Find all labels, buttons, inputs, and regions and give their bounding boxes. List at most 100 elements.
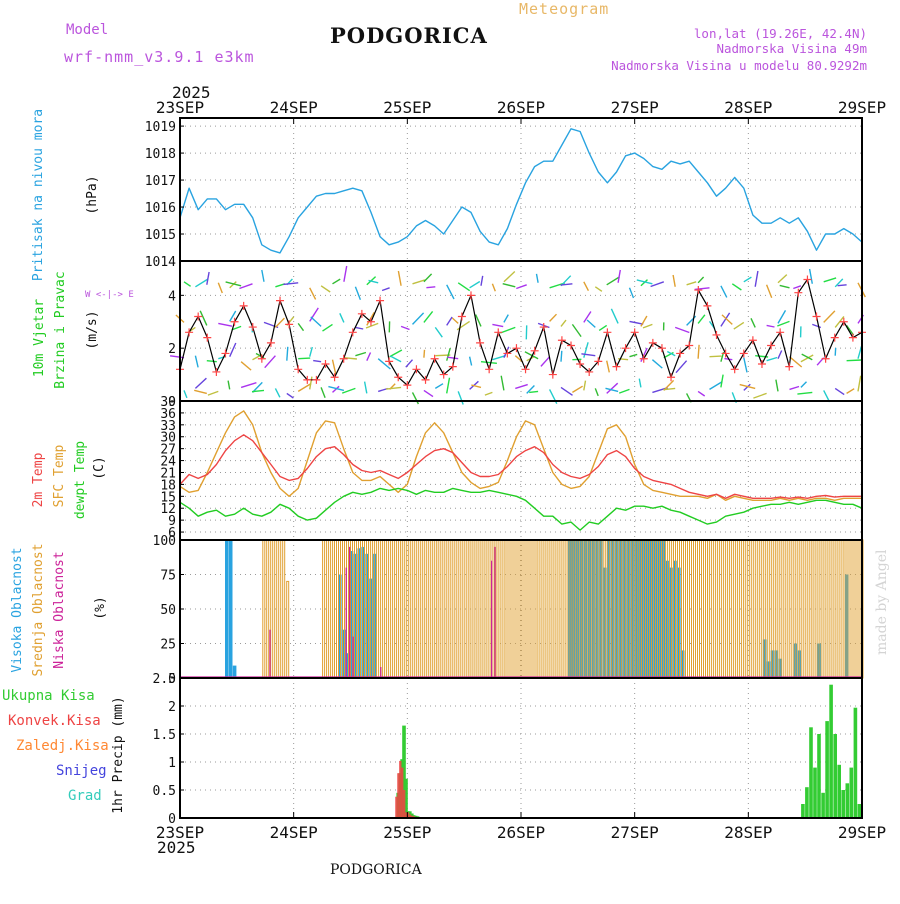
mid-cloud-bar-149 — [773, 540, 775, 678]
wind-arrow-129 — [287, 347, 288, 361]
wind-arrow-101 — [643, 324, 652, 328]
mid-cloud-bar-141 — [741, 540, 743, 678]
mid-cloud-bar-145 — [757, 540, 759, 678]
wind-gust-marker-34 — [485, 365, 493, 373]
pressure-ylabel-2: 1016 — [145, 201, 176, 216]
x-label-bottom-6: 29SEP — [838, 823, 886, 842]
mid-cloud-bar-169 — [853, 540, 855, 678]
wind-arrow-141 — [424, 350, 425, 358]
mid-cloud-bar-61 — [422, 540, 424, 678]
mid-cloud-bar-68 — [450, 540, 452, 678]
wind-gust-marker-42 — [558, 336, 566, 344]
wind-compass: W <-|-> E — [85, 290, 134, 300]
wind-arrow-128 — [265, 356, 276, 368]
clouds-ylabel-4: 100 — [153, 534, 176, 549]
wind-arrow-19 — [398, 271, 401, 286]
wind-arrow-196 — [365, 382, 367, 394]
location-label: lon,lat (19.26E, 42.4N) — [694, 26, 867, 41]
wind-gust-marker-10 — [267, 339, 275, 347]
precip-total-bar-13 — [809, 727, 813, 818]
mid-cloud-bar-75 — [478, 540, 480, 678]
pressure-ylabel-3: 1017 — [145, 174, 176, 189]
wind-arrow-87 — [492, 324, 503, 326]
wind-arrow-56 — [824, 278, 836, 282]
wind-arrow-48 — [732, 284, 741, 290]
wind-arrow-115 — [812, 324, 821, 327]
wind-arrow-157 — [607, 361, 610, 373]
precip-ylabel-2: 1 — [168, 756, 176, 771]
wind-gust-marker-49 — [622, 344, 630, 352]
mid-cloud-bar-139 — [733, 540, 735, 678]
mid-cloud-bar-140 — [737, 540, 739, 678]
wind-arrow-130 — [298, 358, 310, 359]
mid-cloud-bar-132 — [706, 540, 708, 678]
wind-arrow-214 — [572, 386, 582, 392]
wind-arrow-171 — [767, 358, 778, 361]
wind-arrow-227 — [721, 375, 723, 388]
legend-hail: Grad — [68, 788, 102, 804]
wind-gust-marker-58 — [703, 302, 711, 310]
meteogram-label: Meteogram — [519, 0, 609, 18]
wind-arrow-237 — [835, 388, 844, 394]
wind-arrow-122 — [207, 361, 217, 362]
wind-arrow-124 — [230, 343, 236, 357]
mid-cloud-bar-156 — [801, 540, 803, 678]
mid-cloud-bar-52 — [386, 540, 388, 678]
wind-arrow-109 — [734, 322, 744, 329]
wind-arrow-200 — [413, 392, 419, 404]
wind-arrow-35 — [584, 282, 589, 291]
mid-cloud-bar-37 — [327, 540, 329, 678]
wind-arrow-94 — [572, 324, 581, 336]
mid-cloud-bar-26 — [283, 540, 285, 678]
mid-cloud-bar-146 — [761, 540, 763, 678]
wind-arrow-169 — [744, 358, 747, 373]
mid-cloud-bar-87 — [526, 540, 528, 678]
pressure-ylabel-1: 1015 — [145, 228, 176, 243]
mid-cloud-bar-53 — [390, 540, 392, 678]
mid-cloud-bar-71 — [462, 540, 464, 678]
mid-cloud-label: Srednja Oblacnost — [31, 543, 46, 676]
pressure-panel-frame — [180, 118, 862, 261]
wind-arrow-49 — [744, 277, 752, 282]
wind-arrow-14 — [344, 266, 347, 282]
mid-cloud-bar-127 — [686, 540, 688, 678]
x-label-top-1: 24SEP — [270, 98, 318, 117]
mid-cloud-bar-67 — [446, 540, 448, 678]
mid-cloud-bar-50 — [378, 540, 380, 678]
wind-arrow-112 — [778, 310, 786, 323]
wind-arrow-29 — [503, 284, 516, 287]
wind-gust-marker-22 — [376, 297, 384, 305]
wind-arrow-24 — [458, 283, 470, 291]
wind-arrow-234 — [801, 382, 807, 388]
wind-arrow-3 — [218, 283, 222, 293]
wind-gust-marker-8 — [249, 323, 257, 331]
mid-cloud-bar-107 — [606, 540, 608, 678]
mid-cloud-bar-23 — [271, 540, 273, 678]
wind-ylabel-1: 2 — [168, 342, 176, 357]
wind-arrow-207 — [485, 392, 493, 395]
wind-arrow-133 — [333, 360, 336, 375]
wind-arrow-184 — [228, 381, 230, 390]
wind-arrow-27 — [492, 284, 495, 291]
precip-total-bar-15 — [817, 734, 821, 818]
wind-arrow-52 — [778, 275, 787, 283]
mid-cloud-bar-137 — [725, 540, 727, 678]
high-cloud-bar-13 — [229, 540, 233, 678]
wind-gust-marker-48 — [612, 363, 620, 371]
mid-cloud-bar-73 — [470, 540, 472, 678]
mid-cloud-bar-25 — [279, 540, 281, 678]
wind-arrow-81 — [424, 311, 433, 322]
mid-cloud-bar-164 — [833, 540, 835, 678]
wind-gust-marker-37 — [512, 344, 520, 352]
wind-arrow-215 — [584, 381, 586, 391]
x-label-top-3: 26SEP — [497, 98, 545, 117]
precip-total-bar-25 — [858, 804, 862, 818]
elevation-label: Nadmorska Visina 49m — [716, 41, 867, 56]
temp2m-label: 2m Temp — [31, 452, 46, 507]
wind-arrow-63 — [218, 323, 232, 326]
wind-arrow-192 — [321, 387, 325, 397]
wind-gust-marker-74 — [849, 334, 857, 342]
precip-total-bar-23 — [850, 768, 854, 818]
